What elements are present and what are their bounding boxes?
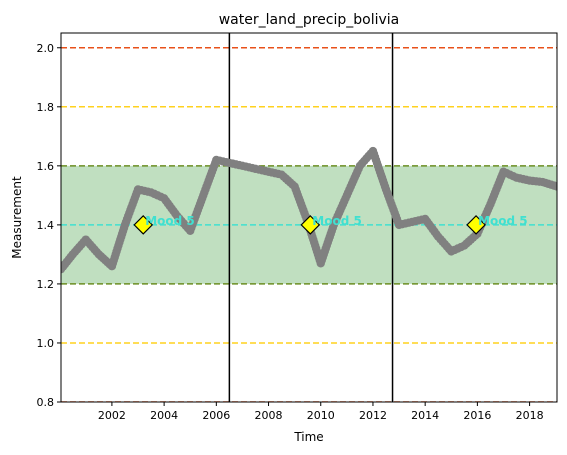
y-tick-label: 1.2	[37, 278, 55, 291]
y-tick-label: 0.8	[37, 396, 55, 409]
x-tick-label: 2008	[255, 409, 283, 422]
x-tick-label: 2012	[359, 409, 387, 422]
y-tick-label: 1.0	[37, 337, 55, 350]
x-tick-label: 2006	[202, 409, 230, 422]
x-tick-label: 2002	[98, 409, 126, 422]
y-axis-label: Measurement	[10, 176, 24, 259]
plot-frame	[60, 32, 558, 403]
y-tick-label: 1.4	[37, 219, 55, 232]
x-tick-label: 2010	[307, 409, 335, 422]
annotation-diamond-marker	[300, 215, 321, 235]
annotation-diamond-marker	[466, 215, 486, 235]
y-tick-label: 1.6	[37, 160, 55, 173]
annotation-label: Mood 5	[312, 214, 362, 228]
y-tick-label: 2.0	[37, 42, 55, 55]
y-axis-ticks: 0.8 1.0 1.2 1.4 1.6 1.8 2.0	[37, 42, 61, 409]
series-point	[552, 182, 557, 191]
y-tick-label: 1.8	[37, 101, 55, 114]
annotation-label: Mood 5	[145, 214, 195, 228]
x-axis-label: Time	[293, 430, 323, 444]
x-axis-ticks: 2002 2004 2006 2008 2010 2012 2014 2016 2018	[98, 402, 544, 422]
x-tick-label: 2004	[150, 409, 178, 422]
annotation-label: Mood 5	[478, 214, 528, 228]
plot-area: Mood 5 Mood 5 Mood 5	[61, 33, 557, 402]
annotations-layer: Mood 5 Mood 5 Mood 5	[133, 214, 528, 235]
x-tick-label: 2016	[463, 409, 491, 422]
annotation-diamond-marker	[133, 215, 154, 235]
x-tick-label: 2014	[411, 409, 439, 422]
x-tick-label: 2018	[516, 409, 544, 422]
chart-title: water_land_precip_bolivia	[219, 12, 400, 28]
